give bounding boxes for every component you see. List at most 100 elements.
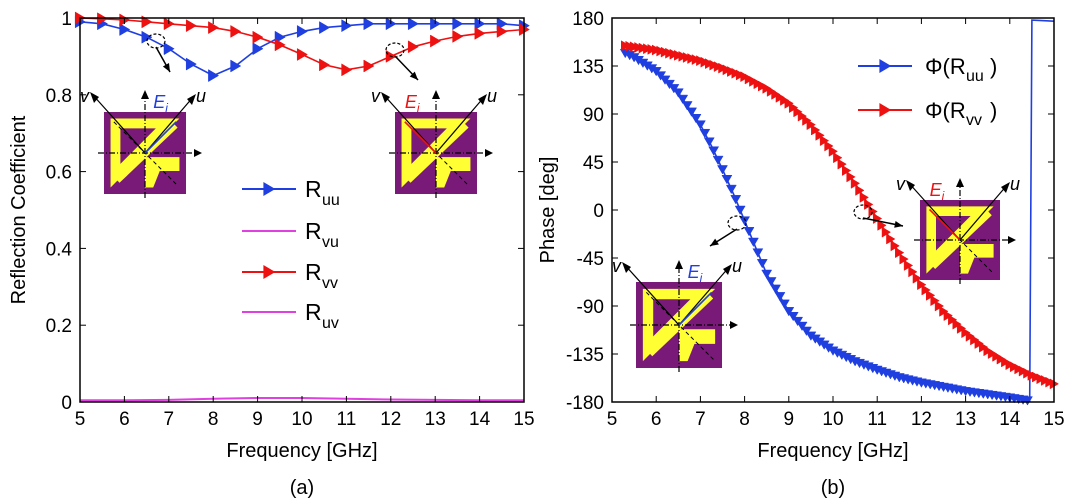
x-tick-label: 9 xyxy=(784,409,795,430)
series-marker-uu xyxy=(752,248,764,258)
callout-pointer xyxy=(709,215,747,247)
x-tick-label: 15 xyxy=(513,409,534,430)
legend-subscript-uv: uv xyxy=(322,315,339,332)
unit-cell-inset: v u E i xyxy=(612,256,742,372)
inset-u-label: u xyxy=(487,86,497,106)
x-tick-label: 10 xyxy=(291,409,312,430)
y-tick-label: 0.8 xyxy=(46,86,72,107)
x-tick-label: 14 xyxy=(999,409,1021,430)
series-marker-uu xyxy=(677,94,689,105)
x-tick-label: 6 xyxy=(651,409,662,430)
inset-v-arrow xyxy=(906,180,915,191)
series-marker-vv xyxy=(230,25,242,38)
legend-label-vv: R xyxy=(305,259,322,285)
series-marker-uu xyxy=(141,30,153,44)
y-tick-label: 0 xyxy=(593,201,604,222)
series-marker-uu xyxy=(721,175,733,185)
panel-a-chart: v uE iv uE i 5 6 7 8 9 10 11 12 13 14 1500.20.40.60.81… xyxy=(8,9,535,499)
x-tick-label: 15 xyxy=(1043,409,1064,430)
legend-marker-vv xyxy=(879,103,892,117)
series-marker-vv xyxy=(141,15,153,29)
inset-v-label: v xyxy=(371,86,381,106)
series-marker-uu xyxy=(734,205,746,215)
inset-e-label: E xyxy=(930,180,943,200)
y-tick-label: 0.6 xyxy=(46,163,72,184)
panel-a-plot-frame xyxy=(79,17,525,403)
inset-efield-vector xyxy=(678,291,713,326)
legend-subscript-vu: vu xyxy=(322,234,339,251)
series-marker-uu xyxy=(748,237,759,247)
inset-v-label: v xyxy=(612,256,622,276)
y-tick-label: 0.4 xyxy=(46,239,73,260)
inset-e-subscript: i xyxy=(417,101,420,115)
inset-e-subscript: i xyxy=(942,189,945,203)
series-marker-uu xyxy=(717,165,728,175)
series-marker-uu xyxy=(770,284,781,294)
y-tick-label: 0.2 xyxy=(46,316,72,337)
callout-circle xyxy=(727,215,747,231)
callout-pointer xyxy=(853,204,904,228)
inset-diag-axis xyxy=(645,291,714,360)
panel-b-insets: v u E i v u E i xyxy=(612,174,1020,372)
inset-u-label: u xyxy=(196,86,206,106)
series-marker-uu xyxy=(672,88,684,98)
series-marker-uu xyxy=(778,299,790,309)
inset-u-arrow xyxy=(1001,182,1010,193)
callout-arrowhead xyxy=(409,71,418,80)
y-tick-label: -45 xyxy=(577,249,604,270)
legend-label-uu: R xyxy=(305,176,322,202)
y-tick-label: 0 xyxy=(61,393,72,414)
panel-a-y-axis-label: Reflection Coefficient xyxy=(8,115,30,304)
series-marker-uu xyxy=(796,321,808,332)
y-tick-label: -135 xyxy=(566,345,604,366)
x-tick-label: 14 xyxy=(469,409,491,430)
x-tick-label: 5 xyxy=(607,409,618,430)
series-marker-uu xyxy=(252,42,264,56)
series-marker-vv xyxy=(185,19,197,33)
x-tick-label: 12 xyxy=(911,409,932,430)
series-marker-vv xyxy=(496,25,508,38)
series-marker-vv xyxy=(252,30,264,44)
series-marker-uu xyxy=(407,17,419,31)
y-tick-label: 135 xyxy=(572,57,604,78)
inset-x-arrow xyxy=(194,149,202,157)
inset-efield-vector xyxy=(929,209,961,241)
series-marker-uu xyxy=(761,269,773,279)
x-tick-label: 5 xyxy=(75,409,86,430)
x-tick-label: 8 xyxy=(208,409,219,430)
legend-label-vv: Φ(R xyxy=(925,98,966,123)
series-marker-uu xyxy=(208,69,220,83)
series-marker-uu xyxy=(686,107,697,117)
legend-marker-uu xyxy=(263,182,276,196)
series-marker-uu xyxy=(319,21,331,35)
series-marker-uu xyxy=(801,326,812,336)
callout-pointer xyxy=(146,33,171,73)
inset-e-subscript: i xyxy=(165,101,168,115)
callout-arrowhead xyxy=(894,220,903,228)
inset-v-arrow xyxy=(90,92,99,103)
series-marker-vv xyxy=(341,63,353,77)
series-marker-vv xyxy=(208,21,220,35)
x-tick-label: 13 xyxy=(425,409,446,430)
x-tick-label: 10 xyxy=(822,409,843,430)
callout-arrowhead xyxy=(162,63,170,72)
series-marker-uu xyxy=(119,23,131,36)
legend-marker-vv xyxy=(263,265,276,279)
series-marker-uu xyxy=(708,146,720,156)
series-marker-uu xyxy=(1022,396,1033,406)
series-marker-vv xyxy=(97,12,109,26)
series-marker-uu xyxy=(774,292,786,302)
x-tick-label: 13 xyxy=(955,409,976,430)
y-tick-label: -180 xyxy=(566,393,604,414)
panel-b-chart: v u E i v u E i 5 6 7 8 9 10 11 12 13 14 15 -180 -135 -90 -45… xyxy=(537,9,1065,499)
inset-stub-patch xyxy=(679,329,716,362)
inset-v-axis xyxy=(91,93,146,154)
inset-diag-axis xyxy=(113,121,179,187)
y-tick-label: 45 xyxy=(583,153,604,174)
panel-a-ticks: 5 6 7 8 9 10 11 12 13 14 15 0 0.2 0.4 0.6 0.8 1 xyxy=(46,9,535,430)
series-marker-vv xyxy=(296,48,308,61)
series-marker-uu xyxy=(230,59,242,73)
series-marker-uu xyxy=(699,128,711,139)
panel-a-caption: (a) xyxy=(290,477,314,499)
x-tick-label: 12 xyxy=(380,409,401,430)
